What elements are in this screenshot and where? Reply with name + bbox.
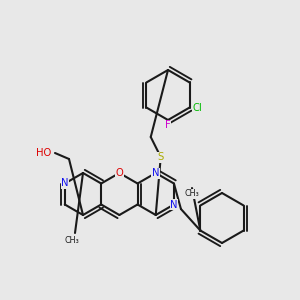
Text: O: O bbox=[116, 168, 123, 178]
Text: F: F bbox=[165, 120, 171, 130]
Text: N: N bbox=[152, 168, 160, 178]
Text: CH₃: CH₃ bbox=[184, 190, 200, 199]
Text: CH₃: CH₃ bbox=[64, 236, 80, 245]
Text: S: S bbox=[158, 152, 164, 162]
Text: N: N bbox=[61, 178, 69, 188]
Text: Cl: Cl bbox=[192, 103, 202, 112]
Text: HO: HO bbox=[36, 148, 51, 158]
Text: N: N bbox=[170, 200, 178, 209]
